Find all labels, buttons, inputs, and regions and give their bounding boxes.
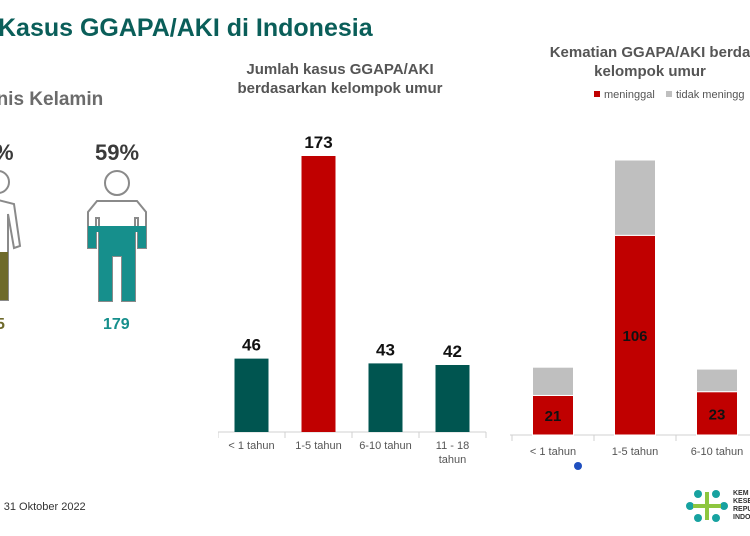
chart1-data-label: 46 bbox=[242, 336, 261, 355]
logo-text: KEM KESE REPU INDO bbox=[733, 490, 750, 522]
logo-line-1: KEM bbox=[733, 490, 749, 497]
chart1-title: Jumlah kasus GGAPA/AKI berdasarkan kelom… bbox=[215, 60, 465, 98]
male-person-icon bbox=[87, 170, 147, 302]
chart1-title-line1: Jumlah kasus GGAPA/AKI bbox=[246, 61, 434, 78]
cases-by-age-chart: 46 < 1 tahun 173 1-5 tahun 43 6-10 tahun 42 11 … bbox=[218, 133, 487, 466]
chart2-data-label: 21 bbox=[545, 408, 562, 425]
female-count: 5 bbox=[0, 316, 5, 333]
page-title: Kasus GGAPA/AKI di Indonesia bbox=[0, 14, 373, 42]
chart2-title: Kematian GGAPA/AKI berda kelompok umur bbox=[530, 43, 750, 81]
chart1-tick-label: 11 - 18 bbox=[436, 440, 469, 452]
chart1-tick-label: < 1 tahun bbox=[228, 440, 274, 452]
chart2-legend-swatch bbox=[594, 91, 600, 97]
kemenkes-logo-icon bbox=[686, 490, 728, 522]
chart1-bar bbox=[301, 156, 336, 432]
chart2-bar-meninggal bbox=[614, 234, 656, 436]
chart2-bar-tidak-meningg bbox=[532, 366, 574, 396]
chart1-bar bbox=[435, 364, 470, 432]
gender-section-title: enis Kelamin bbox=[0, 89, 104, 110]
logo-line-3: REPU bbox=[733, 506, 750, 513]
chart2-tick-label: < 1 tahun bbox=[530, 446, 576, 458]
logo-line-4: INDO bbox=[733, 514, 750, 521]
chart2-bar-tidak-meningg bbox=[614, 159, 656, 236]
chart1-data-label: 42 bbox=[443, 342, 462, 361]
chart2-data-label: 106 bbox=[622, 328, 647, 345]
chart1-tick-label: 1-5 tahun bbox=[295, 440, 341, 452]
chart2-legend-label: meninggal bbox=[604, 89, 655, 101]
chart1-bar bbox=[234, 358, 269, 432]
chart2-legend-swatch bbox=[666, 91, 672, 97]
chart2-title-line1: Kematian GGAPA/AKI berda bbox=[549, 44, 750, 61]
chart2-bar-tidak-meningg bbox=[696, 368, 738, 393]
female-person-icon bbox=[0, 170, 22, 301]
chart2-data-label: 23 bbox=[709, 406, 726, 423]
male-percent: 59% bbox=[95, 140, 140, 165]
chart1-bar bbox=[368, 363, 403, 432]
chart2-tick-label: 6-10 tahun bbox=[691, 446, 744, 458]
chart2-title-line2: kelompok umur bbox=[594, 63, 706, 80]
chart1-title-line2: berdasarkan kelompok umur bbox=[237, 80, 443, 97]
logo-line-2: KESE bbox=[733, 498, 750, 505]
female-percent: % bbox=[0, 140, 14, 166]
chart1-data-label: 173 bbox=[304, 133, 332, 152]
chart1-data-label: 43 bbox=[376, 340, 395, 359]
chart1-tick-label: tahun bbox=[439, 454, 467, 466]
chart1-tick-label: 6-10 tahun bbox=[359, 440, 412, 452]
chart2-legend-label: tidak meningg bbox=[676, 89, 745, 101]
source-note: es, 31 Oktober 2022 bbox=[0, 501, 86, 513]
slide-dot-indicator bbox=[574, 462, 582, 470]
deaths-by-age-chart: meninggal tidak meningg 21 < 1 tahun 106 1-5 … bbox=[510, 89, 750, 458]
male-count: 179 bbox=[103, 316, 130, 333]
chart2-tick-label: 1-5 tahun bbox=[612, 446, 658, 458]
